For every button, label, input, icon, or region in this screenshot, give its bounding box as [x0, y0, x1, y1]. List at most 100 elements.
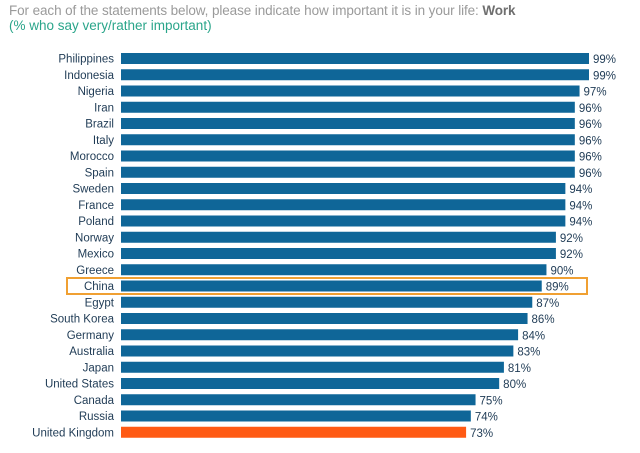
bar-row: Australia 83% [69, 345, 540, 359]
bar [121, 329, 519, 341]
bar-row: Spain 96% [85, 166, 602, 180]
bar-row: Brazil 96% [85, 118, 602, 131]
bar-row: Norway 92% [75, 231, 583, 245]
data-label: 89% [546, 282, 569, 294]
bar [121, 53, 589, 64]
bar-row: United States 80% [45, 378, 526, 391]
bar [121, 410, 471, 422]
category-label: Germany [67, 330, 115, 342]
data-label: 96% [579, 168, 602, 180]
chart-subtitle: (% who say very/rather important) [9, 18, 212, 33]
data-label: 96% [579, 119, 602, 131]
category-label: France [78, 200, 114, 212]
bar-row: Germany 84% [67, 329, 545, 342]
category-label: United Kingdom [32, 427, 114, 439]
bar-row: Iran 96% [94, 101, 602, 115]
category-label: Poland [78, 216, 114, 228]
chart-title-text: For each of the statements below, please… [9, 3, 483, 18]
data-label: 84% [522, 330, 545, 342]
bar [121, 69, 589, 81]
bar-row: United Kingdom 73% [32, 426, 493, 440]
bar-row: Japan 81% [83, 361, 531, 375]
bar [121, 378, 500, 389]
data-label: 99% [593, 54, 616, 66]
data-label: 86% [532, 314, 555, 326]
bar [121, 394, 476, 406]
category-label: Brazil [85, 119, 114, 131]
bar [121, 231, 556, 243]
bar-row: Mexico 92% [78, 248, 583, 261]
category-label: Iran [94, 102, 114, 114]
bar [121, 134, 575, 146]
data-label: 75% [480, 395, 503, 407]
bar [121, 426, 467, 438]
data-label: 94% [569, 217, 592, 229]
bar [121, 183, 566, 194]
category-label: Philippines [58, 54, 114, 66]
bar-row: Russia 74% [79, 410, 498, 424]
category-label: Japan [83, 362, 114, 374]
bar-row: China 89% [66, 277, 588, 295]
data-label: 99% [593, 70, 616, 82]
bar [121, 118, 575, 129]
data-label: 80% [503, 379, 526, 391]
bar [121, 248, 556, 259]
category-label: Norway [75, 232, 114, 244]
category-label: Russia [79, 411, 115, 423]
data-label: 97% [584, 87, 607, 99]
data-label: 96% [579, 103, 602, 115]
data-label: 73% [470, 428, 493, 440]
category-label: Greece [76, 265, 114, 277]
data-label: 87% [536, 298, 559, 310]
data-label: 94% [569, 184, 592, 196]
bar [121, 280, 542, 292]
bar-row: Philippines 99% [58, 53, 616, 66]
bar [121, 296, 533, 308]
category-label: China [84, 281, 115, 293]
data-label: 92% [560, 233, 583, 245]
bar-row: Egypt 87% [85, 296, 559, 310]
data-label: 96% [579, 135, 602, 147]
bar-row: South Korea 86% [50, 313, 555, 326]
bar [121, 313, 528, 324]
data-label: 96% [579, 152, 602, 164]
category-label: Indonesia [64, 70, 114, 82]
bar [121, 264, 547, 276]
bar [121, 150, 575, 162]
category-label: Australia [69, 346, 114, 358]
category-label: Sweden [72, 184, 114, 196]
category-label: Spain [85, 167, 114, 179]
category-label: Nigeria [78, 86, 115, 98]
bar [121, 215, 566, 227]
bar-row: Sweden 94% [72, 183, 592, 196]
data-label: 92% [560, 249, 583, 261]
bar [121, 361, 504, 373]
category-label: Mexico [78, 249, 114, 261]
bar [121, 166, 575, 178]
bar [121, 85, 580, 97]
data-label: 74% [475, 412, 498, 424]
bar-row: Poland 94% [78, 215, 592, 229]
data-label: 83% [517, 347, 540, 359]
bar-row: Canada 75% [74, 394, 503, 407]
category-label: Italy [93, 135, 114, 147]
bar-row: Greece 90% [76, 264, 573, 277]
bar-row: Morocco 96% [70, 150, 602, 164]
data-label: 81% [508, 363, 531, 375]
bar [121, 199, 566, 211]
category-label: Canada [74, 395, 115, 407]
chart-title-emphasis: Work [482, 3, 516, 18]
bar [121, 345, 514, 357]
data-label: 94% [569, 200, 592, 212]
category-label: South Korea [50, 314, 115, 326]
bar-row: France 94% [78, 199, 592, 212]
bar-row: Italy 96% [93, 134, 602, 147]
highlight-outline [66, 277, 588, 295]
category-label: United States [45, 379, 114, 391]
bar [121, 101, 575, 113]
bar-row: Nigeria 97% [78, 85, 607, 99]
data-label: 90% [550, 265, 573, 277]
category-label: Morocco [70, 151, 114, 163]
bar-row: Indonesia 99% [64, 69, 616, 82]
